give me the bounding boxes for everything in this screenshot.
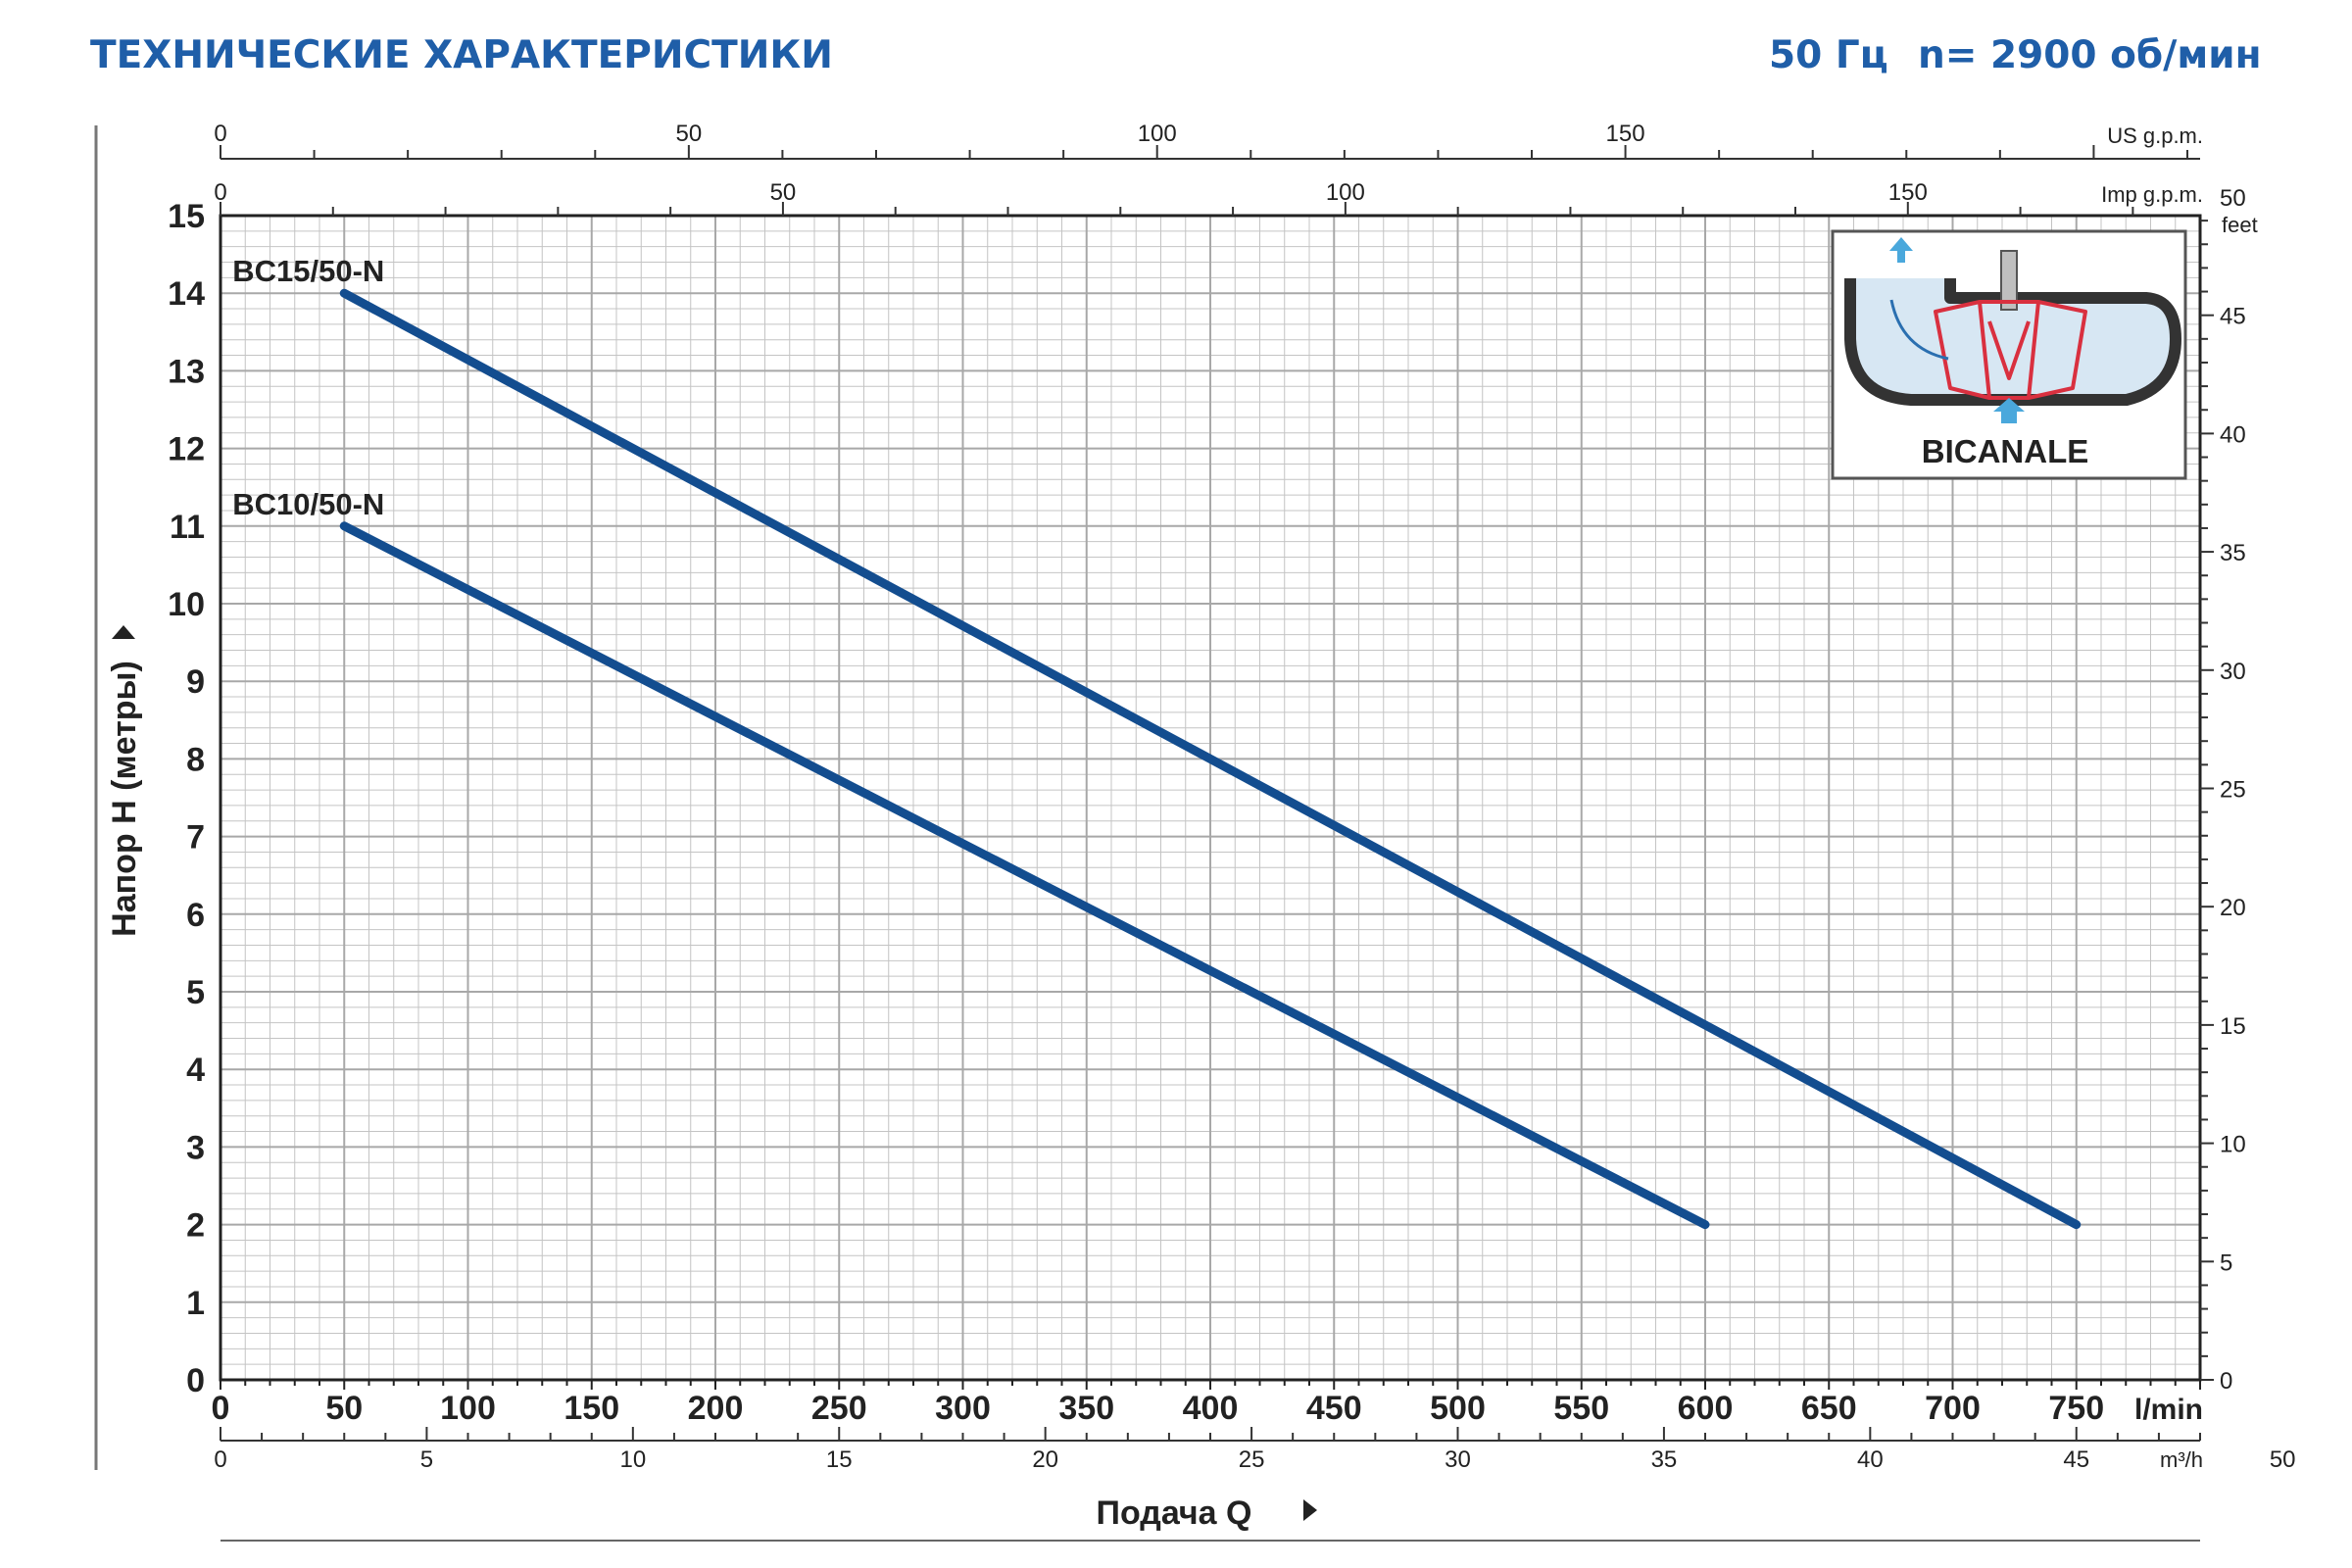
- tick-labels: 0 50 100 150 200 250 300 350 400 450 500 550 600 650 7…: [168, 121, 2295, 1473]
- m3h-tick-label: 20: [1032, 1446, 1058, 1473]
- y-axis-title-arrow-icon: [112, 625, 135, 639]
- flow-arrow-icon: [1889, 299, 1949, 361]
- m3h-tick-label: 40: [1857, 1446, 1884, 1473]
- us-gpm-tick-label: 100: [1138, 121, 1177, 147]
- feet-tick-label: 45: [2220, 304, 2246, 330]
- x-tick-label: 250: [811, 1390, 867, 1427]
- x-tick-label: 450: [1306, 1390, 1362, 1427]
- pump-casing-icon: [1844, 278, 2181, 406]
- x-tick-label: 700: [1925, 1390, 1981, 1427]
- m3h-tick-label: 10: [619, 1446, 646, 1473]
- m3h-tick-label: 50: [2270, 1446, 2296, 1473]
- x-tick-label: 200: [688, 1390, 744, 1427]
- feet-unit-label: feet: [2222, 213, 2258, 237]
- page-title: ТЕХНИЧЕСКИЕ ХАРАКТЕРИСТИКИ: [90, 33, 833, 77]
- y-tick-label: 12: [168, 431, 205, 468]
- us-gpm-tick-label: 150: [1606, 121, 1645, 147]
- x-tick-label: 550: [1553, 1390, 1609, 1427]
- curve-bc10-50-n: [339, 521, 1710, 1230]
- imp-gpm-unit-label: Imp g.p.m.: [2101, 182, 2203, 207]
- series-label: BC15/50-N: [232, 254, 384, 288]
- y-tick-label: 14: [168, 275, 205, 313]
- y-tick-label: 8: [186, 741, 205, 778]
- m3h-tick-label: 5: [420, 1446, 433, 1473]
- y-tick-label: 3: [186, 1129, 205, 1166]
- m3h-tick-label: 15: [826, 1446, 853, 1473]
- feet-tick-label: 30: [2220, 659, 2246, 685]
- feet-tick-label: 0: [2220, 1368, 2232, 1395]
- us-gpm-tick-label: 0: [214, 121, 226, 147]
- y-tick-label: 7: [186, 819, 205, 857]
- feet-tick-label: 15: [2220, 1013, 2246, 1040]
- m3h-tick-label: 45: [2063, 1446, 2089, 1473]
- x-tick-label: 100: [440, 1390, 496, 1427]
- feet-tick-label: 25: [2220, 776, 2246, 803]
- y-tick-label: 1: [186, 1285, 205, 1322]
- inlet-arrow-icon: [1993, 398, 2025, 423]
- m3h-tick-label: 0: [214, 1446, 226, 1473]
- x-tick-label: 300: [935, 1390, 991, 1427]
- feet-tick-label: 40: [2220, 421, 2246, 448]
- us-gpm-tick-label: 50: [676, 121, 703, 147]
- x-unit-label: l/min: [2134, 1394, 2203, 1426]
- y-tick-label: 13: [168, 353, 205, 390]
- y-tick-label: 0: [186, 1362, 205, 1399]
- feet-tick-label: 5: [2220, 1250, 2232, 1276]
- x-tick-label: 750: [2048, 1390, 2104, 1427]
- x-tick-label: 500: [1430, 1390, 1486, 1427]
- y-tick-label: 6: [186, 897, 205, 934]
- curve-bc15-50-n: [339, 288, 2082, 1230]
- impeller-icon: [1934, 300, 2087, 400]
- y-tick-label: 15: [168, 198, 205, 235]
- y-tick-label: 4: [186, 1052, 205, 1089]
- feet-tick-label: 35: [2220, 540, 2246, 566]
- feet-tick-label: 20: [2220, 895, 2246, 921]
- x-tick-label: 0: [212, 1390, 230, 1427]
- major-grid: [220, 216, 2200, 1380]
- m3h-tick-label: 30: [1445, 1446, 1471, 1473]
- bicanale-inset: BICANALE: [1831, 229, 2187, 480]
- m3h-tick-label: 35: [1651, 1446, 1678, 1473]
- x-tick-label: 650: [1801, 1390, 1857, 1427]
- x-tick-label: 400: [1183, 1390, 1239, 1427]
- frequency-label: 50 Гц: [1769, 33, 1888, 77]
- imp-gpm-tick-label: 100: [1326, 179, 1365, 206]
- x-tick-label: 600: [1678, 1390, 1734, 1427]
- y-tick-label: 9: [186, 663, 205, 701]
- y-tick-label: 10: [168, 586, 205, 623]
- y-axis-title: Напор H (метры): [106, 661, 143, 937]
- speed-label: n= 2900 об/мин: [1918, 33, 2262, 77]
- x-axis-title: Подача Q: [1097, 1494, 1252, 1532]
- y-tick-label: 5: [186, 974, 205, 1011]
- imp-gpm-tick-label: 150: [1888, 179, 1928, 206]
- imp-gpm-tick-label: 50: [770, 179, 797, 206]
- x-tick-label: 50: [325, 1390, 363, 1427]
- m3h-unit-label: m³/h: [2160, 1447, 2203, 1472]
- shaft-icon: [2000, 250, 2018, 311]
- y-tick-label: 11: [170, 509, 205, 546]
- m3h-tick-label: 25: [1239, 1446, 1265, 1473]
- feet-tick-label: 50: [2220, 185, 2246, 212]
- x-tick-label: 150: [564, 1390, 619, 1427]
- y-tick-label: 2: [186, 1207, 205, 1245]
- performance-curves: [339, 288, 2082, 1230]
- feet-tick-label: 10: [2220, 1132, 2246, 1158]
- outlet-arrow-icon: [1889, 237, 1913, 263]
- axis-ticks: [220, 145, 2214, 1442]
- inset-label: BICANALE: [1922, 433, 2089, 469]
- series-label: BC10/50-N: [232, 487, 384, 521]
- us-gpm-unit-label: US g.p.m.: [2107, 123, 2203, 148]
- x-axis-title-arrow-icon: [1303, 1499, 1317, 1521]
- x-tick-label: 350: [1058, 1390, 1114, 1427]
- imp-gpm-tick-label: 0: [214, 179, 226, 206]
